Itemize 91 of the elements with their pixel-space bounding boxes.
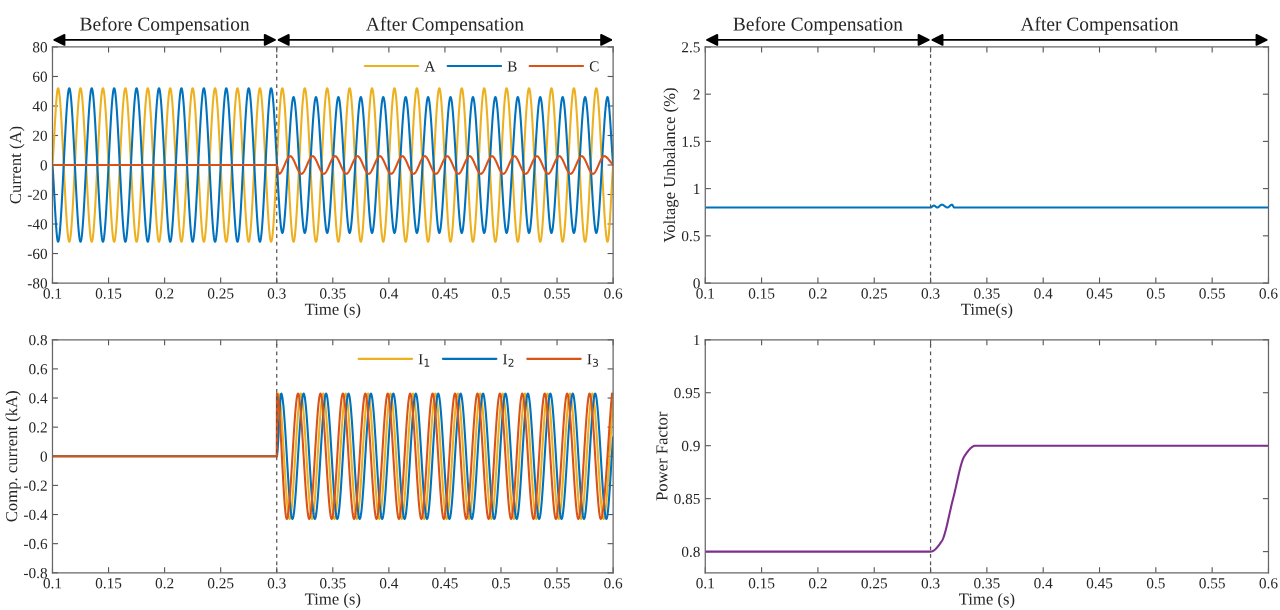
x-tick-label: 0.45 (432, 288, 458, 299)
x-tick-label: 0.2 (155, 288, 174, 299)
x-tick-label: 0.6 (1259, 288, 1278, 299)
y-tick-label: 0.9 (681, 440, 700, 452)
y-tick-label: -0.6 (24, 538, 48, 550)
y-tick-label: -0.2 (24, 480, 47, 491)
x-tick-label: 0.55 (544, 288, 570, 299)
x-tick-label: 0.55 (544, 578, 570, 589)
y-tick-label: 20 (33, 130, 48, 141)
y-axis-title: Power Factor (656, 411, 668, 501)
y-tick-label: 0.6 (29, 364, 48, 375)
text: Before Compensation (733, 16, 903, 35)
x-tick-label: 0.3 (267, 288, 286, 299)
y-axis-title: Comp. current (kA) (5, 391, 21, 522)
x-tick-label: 0.2 (808, 578, 827, 589)
x-tick-label: 0.35 (974, 578, 1000, 589)
x-tick-label: 0.6 (604, 288, 623, 299)
y-tick-label: 0.2 (29, 422, 47, 433)
x-tick-label: 0.25 (207, 288, 234, 299)
x-tick-label: 0.15 (748, 578, 775, 589)
y-tick-label: 60 (33, 71, 48, 82)
legend-label: I$_{1}$ (418, 354, 430, 367)
x-tick-label: 0.25 (207, 578, 234, 589)
y-tick-label: -0.8 (24, 567, 48, 579)
x-tick-label: 0.2 (808, 288, 827, 299)
y-tick-label: 0.8 (29, 334, 48, 346)
text: Before Compensation (80, 16, 250, 35)
x-tick-label: 0.45 (432, 578, 458, 589)
x-tick-label: 0.3 (267, 578, 286, 589)
y-tick-label: 1.5 (682, 136, 700, 147)
x-tick-label: 0.5 (1146, 288, 1165, 299)
y-tick-label: 80 (32, 42, 48, 53)
x-tick-label: 0.3 (921, 288, 940, 299)
x-axis-title: Time (s) (304, 303, 361, 319)
x-tick-label: 0.4 (1034, 288, 1053, 299)
y-tick-label: 0 (693, 278, 700, 289)
x-tick-label: 0.35 (974, 288, 1000, 299)
y-tick-label: 1 (694, 334, 700, 346)
y-axis-title: Voltage Unbalance (%) (663, 88, 679, 243)
x-tick-label: 0.15 (95, 288, 122, 299)
y-tick-label: -40 (27, 219, 48, 230)
x-tick-label: 0.1 (43, 578, 62, 589)
y-tick-label: 0.4 (29, 393, 48, 404)
x-tick-label: 0.55 (1199, 578, 1225, 589)
y-tick-label: 0 (40, 451, 48, 462)
x-tick-label: 0.35 (320, 578, 346, 589)
x-tick-label: 0.5 (492, 578, 510, 589)
y-tick-label: 0.95 (674, 387, 700, 399)
legend-label: C (589, 61, 599, 72)
y-tick-label: 0.8 (681, 546, 700, 558)
x-tick-label: 0.45 (1086, 288, 1113, 299)
y-tick-label: 2.5 (681, 42, 700, 53)
y-tick-label: -0.4 (24, 509, 48, 521)
x-tick-label: 0.25 (861, 288, 888, 299)
x-tick-label: 0.2 (155, 578, 174, 589)
x-tick-label: 0.1 (696, 288, 714, 299)
x-tick-label: 0.35 (320, 288, 346, 299)
y-tick-label: -80 (27, 278, 48, 289)
legend-label: I$_{3}$ (587, 354, 599, 367)
y-tick-label: 0.85 (674, 493, 700, 505)
x-tick-label: 0.4 (1034, 578, 1053, 589)
x-tick-label: 0.45 (1086, 578, 1113, 589)
x-tick-label: 0.25 (861, 578, 888, 589)
y-tick-label: 40 (32, 101, 48, 112)
y-tick-label: 0.5 (681, 230, 700, 242)
x-tick-label: 0.4 (379, 288, 399, 299)
legend-label: B (507, 61, 517, 72)
y-axis-title: Current (A) (9, 126, 25, 204)
x-axis-title: Time(s) (961, 303, 1013, 319)
x-tick-label: 0.1 (696, 578, 714, 589)
x-axis-title: Time (s) (959, 592, 1015, 609)
x-tick-label: 0.5 (1146, 578, 1165, 589)
x-tick-label: 0.6 (1259, 578, 1278, 589)
x-tick-label: 0.3 (921, 578, 940, 589)
legend-label: I$_{2}$ (503, 354, 514, 367)
x-tick-label: 0.15 (748, 288, 775, 299)
x-tick-label: 0.4 (379, 578, 399, 589)
x-tick-label: 0.15 (95, 578, 122, 589)
x-tick-label: 0.6 (604, 578, 623, 589)
y-tick-label: 0 (40, 160, 48, 171)
y-tick-label: -60 (27, 248, 48, 259)
x-tick-label: 0.1 (43, 288, 62, 299)
y-tick-label: -20 (27, 189, 48, 200)
text: After Compensation (366, 16, 524, 35)
y-tick-label: 2 (693, 89, 700, 100)
x-tick-label: 0.5 (492, 288, 510, 299)
text: After Compensation (1020, 16, 1179, 35)
y-tick-label: 1 (694, 183, 700, 194)
x-axis-title: Time (s) (304, 592, 361, 609)
legend-label: A (424, 61, 436, 72)
x-tick-label: 0.55 (1199, 288, 1225, 299)
